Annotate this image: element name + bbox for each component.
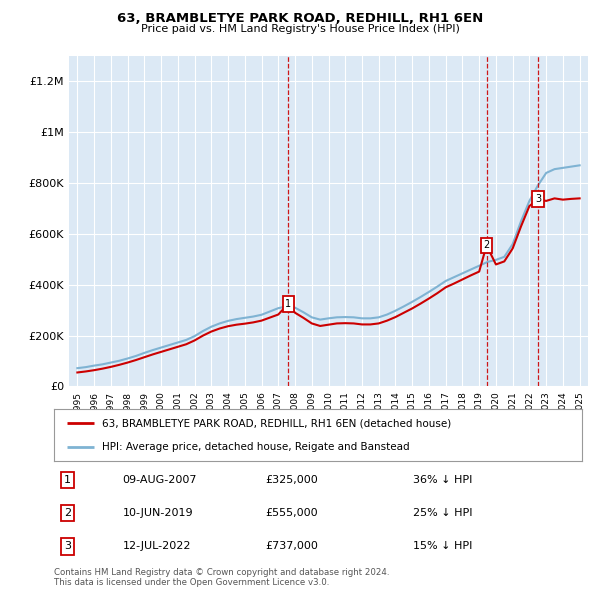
- Text: 12-JUL-2022: 12-JUL-2022: [122, 542, 191, 552]
- Text: £555,000: £555,000: [265, 509, 318, 518]
- Text: 1: 1: [285, 299, 292, 309]
- Text: 63, BRAMBLETYE PARK ROAD, REDHILL, RH1 6EN: 63, BRAMBLETYE PARK ROAD, REDHILL, RH1 6…: [117, 12, 483, 25]
- Text: 15% ↓ HPI: 15% ↓ HPI: [413, 542, 472, 552]
- Text: 09-AUG-2007: 09-AUG-2007: [122, 475, 197, 485]
- Text: 63, BRAMBLETYE PARK ROAD, REDHILL, RH1 6EN (detached house): 63, BRAMBLETYE PARK ROAD, REDHILL, RH1 6…: [101, 418, 451, 428]
- Text: HPI: Average price, detached house, Reigate and Banstead: HPI: Average price, detached house, Reig…: [101, 442, 409, 453]
- Text: £737,000: £737,000: [265, 542, 318, 552]
- Text: £325,000: £325,000: [265, 475, 318, 485]
- Text: Contains HM Land Registry data © Crown copyright and database right 2024.
This d: Contains HM Land Registry data © Crown c…: [54, 568, 389, 587]
- Text: 10-JUN-2019: 10-JUN-2019: [122, 509, 193, 518]
- Text: 2: 2: [484, 240, 490, 250]
- Text: 3: 3: [64, 542, 71, 552]
- Text: 2: 2: [64, 509, 71, 518]
- Text: 36% ↓ HPI: 36% ↓ HPI: [413, 475, 472, 485]
- Text: 3: 3: [535, 194, 541, 204]
- Text: Price paid vs. HM Land Registry's House Price Index (HPI): Price paid vs. HM Land Registry's House …: [140, 24, 460, 34]
- Text: 1: 1: [64, 475, 71, 485]
- Text: 25% ↓ HPI: 25% ↓ HPI: [413, 509, 473, 518]
